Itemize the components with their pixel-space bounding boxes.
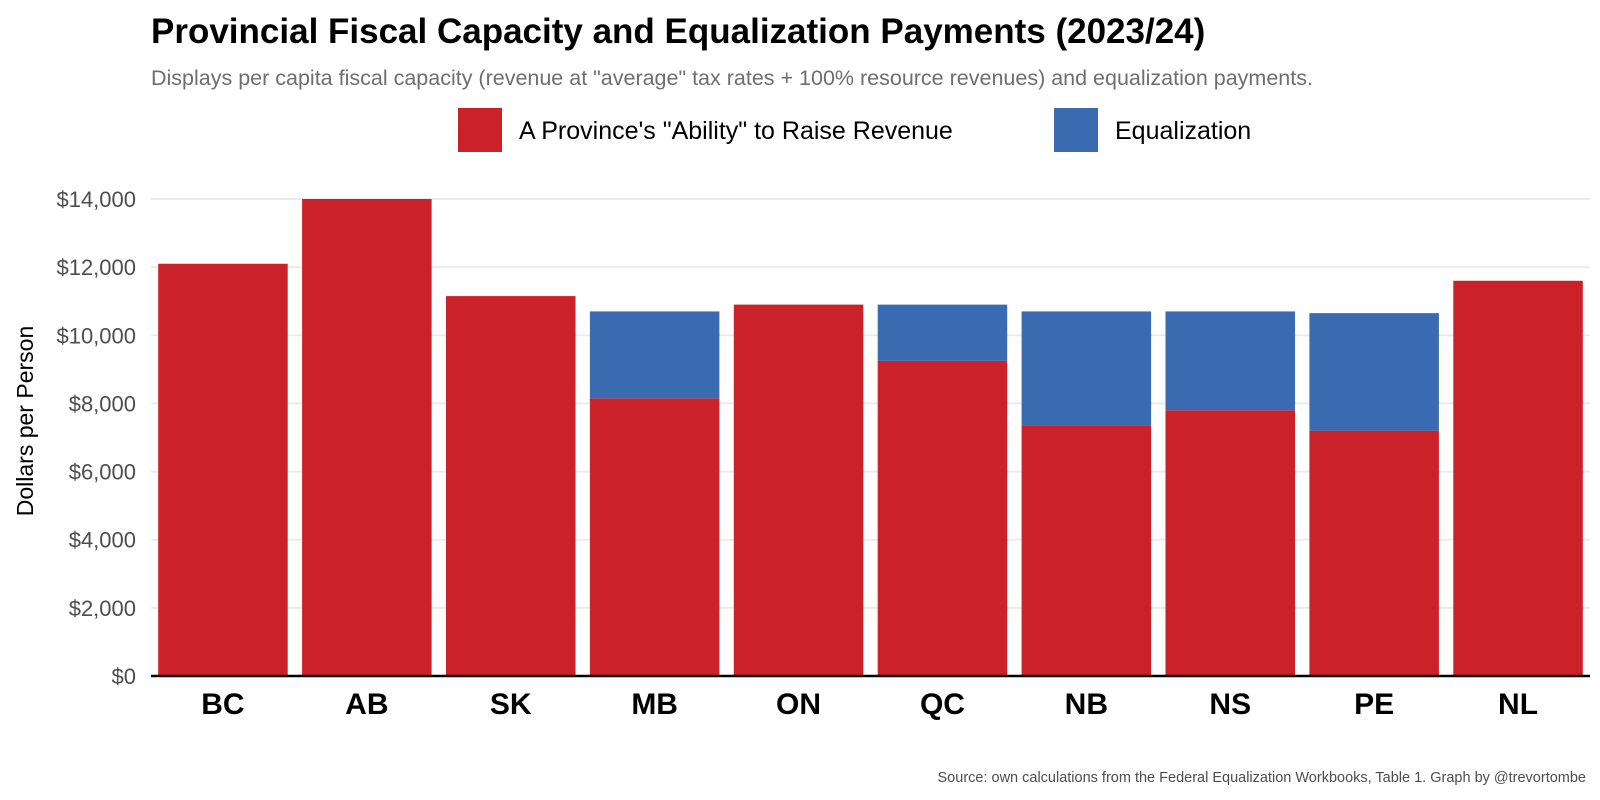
bar-pe-fiscal-capacity bbox=[1309, 430, 1439, 676]
chart-subtitle: Displays per capita fiscal capacity (rev… bbox=[151, 66, 1313, 90]
bar-bc-fiscal-capacity bbox=[158, 263, 288, 676]
bars bbox=[158, 199, 1583, 676]
legend-label-equalization: Equalization bbox=[1115, 117, 1251, 145]
x-tick-label: AB bbox=[345, 688, 388, 721]
bar-ns-equalization bbox=[1165, 311, 1296, 411]
bar-ns-fiscal-capacity bbox=[1165, 410, 1296, 676]
y-tick-label: $8,000 bbox=[69, 391, 136, 416]
y-tick-label: $10,000 bbox=[56, 323, 136, 348]
x-axis-ticks: BC AB SK MB ON QC NB NS PE NL bbox=[201, 688, 1538, 721]
chart-title: Provincial Fiscal Capacity and Equalizat… bbox=[151, 12, 1205, 51]
bar-nb-equalization bbox=[1021, 311, 1152, 426]
y-tick-label: $12,000 bbox=[56, 255, 136, 280]
legend: A Province's "Ability" to Raise Revenue … bbox=[458, 108, 1251, 152]
chart-caption: Source: own calculations from the Federa… bbox=[938, 770, 1586, 786]
legend-swatch-fiscal-capacity bbox=[458, 108, 502, 152]
y-tick-label: $0 bbox=[112, 664, 136, 689]
x-tick-label: QC bbox=[920, 688, 965, 721]
legend-label-fiscal-capacity: A Province's "Ability" to Raise Revenue bbox=[519, 117, 953, 145]
x-tick-label: ON bbox=[776, 688, 821, 721]
bar-qc-fiscal-capacity bbox=[877, 360, 1008, 676]
y-axis-label: Dollars per Person bbox=[12, 326, 38, 516]
x-tick-label: NS bbox=[1209, 688, 1251, 721]
y-tick-label: $2,000 bbox=[69, 596, 136, 621]
x-tick-label: BC bbox=[201, 688, 244, 721]
bar-on-fiscal-capacity bbox=[733, 304, 864, 676]
x-tick-label: NL bbox=[1498, 688, 1538, 721]
y-tick-label: $14,000 bbox=[56, 187, 136, 212]
bar-qc-equalization bbox=[877, 304, 1008, 361]
bar-mb-fiscal-capacity bbox=[589, 398, 720, 676]
x-tick-label: PE bbox=[1354, 688, 1394, 721]
y-axis-ticks: $0 $2,000 $4,000 $6,000 $8,000 $10,000 $12,000… bbox=[56, 187, 136, 689]
x-tick-label: MB bbox=[631, 688, 678, 721]
y-tick-label: $4,000 bbox=[69, 528, 136, 553]
x-tick-label: NB bbox=[1065, 688, 1108, 721]
bar-sk-fiscal-capacity bbox=[445, 296, 576, 676]
bar-mb-equalization bbox=[589, 311, 720, 399]
y-tick-label: $6,000 bbox=[69, 460, 136, 485]
bar-nl-fiscal-capacity bbox=[1453, 280, 1583, 676]
x-tick-label: SK bbox=[490, 688, 532, 721]
bar-nb-fiscal-capacity bbox=[1021, 425, 1152, 676]
bar-pe-equalization bbox=[1309, 313, 1439, 431]
legend-swatch-equalization bbox=[1054, 108, 1098, 152]
bar-ab-fiscal-capacity bbox=[302, 199, 432, 676]
